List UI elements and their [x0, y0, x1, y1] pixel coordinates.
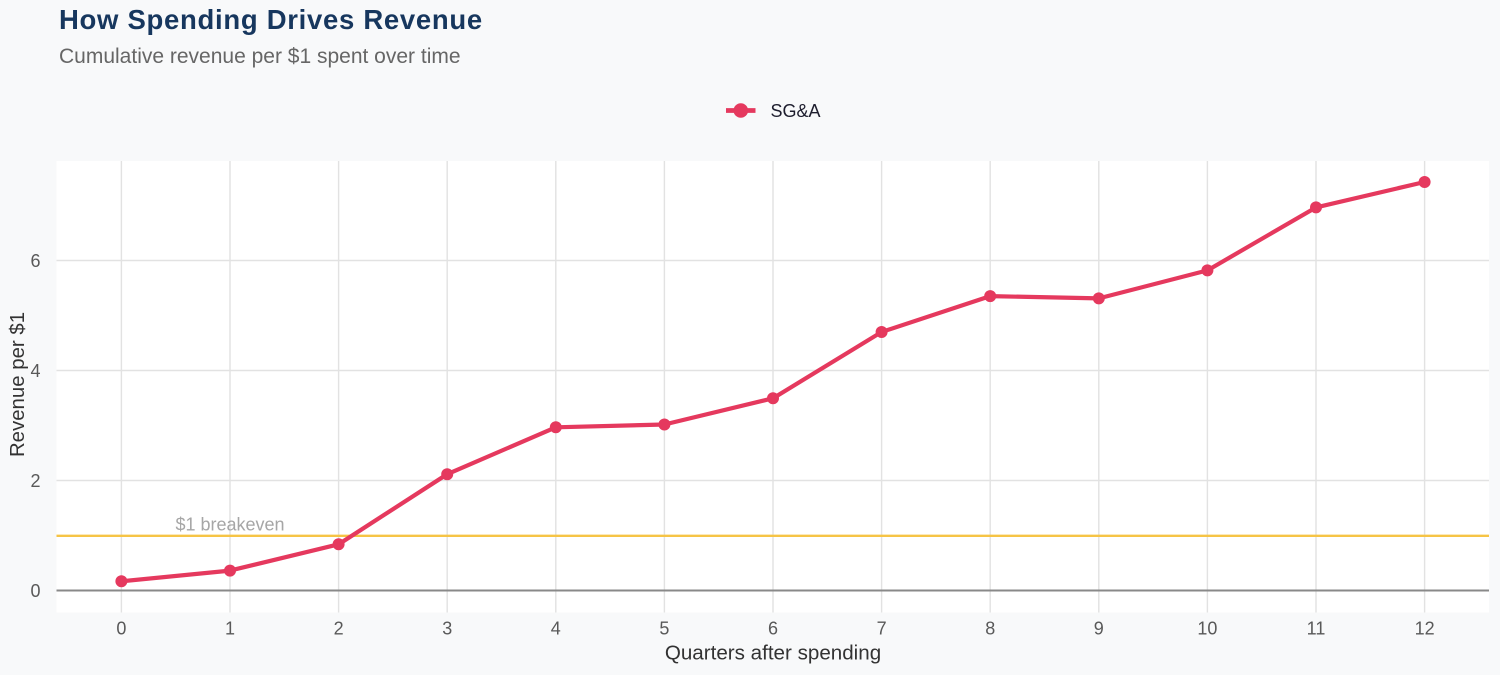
svg-text:Cumulative revenue per $1 spen: Cumulative revenue per $1 spent over tim…: [59, 45, 461, 68]
svg-text:9: 9: [1094, 618, 1104, 638]
svg-text:Revenue per $1: Revenue per $1: [7, 312, 29, 457]
svg-text:2: 2: [30, 471, 40, 491]
svg-text:7: 7: [877, 618, 887, 638]
svg-text:0: 0: [30, 581, 40, 601]
svg-text:0: 0: [116, 618, 126, 638]
svg-text:4: 4: [30, 361, 40, 381]
svg-text:8: 8: [985, 618, 995, 638]
svg-text:10: 10: [1197, 618, 1217, 638]
svg-text:How Spending Drives Revenue: How Spending Drives Revenue: [59, 4, 483, 35]
svg-text:$1 breakeven: $1 breakeven: [175, 515, 284, 535]
svg-text:5: 5: [659, 618, 669, 638]
svg-text:12: 12: [1415, 618, 1435, 638]
svg-text:1: 1: [225, 618, 235, 638]
svg-text:Quarters after spending: Quarters after spending: [665, 642, 881, 665]
svg-text:6: 6: [30, 251, 40, 271]
svg-text:2: 2: [334, 618, 344, 638]
svg-text:11: 11: [1307, 618, 1326, 638]
svg-text:4: 4: [551, 618, 561, 638]
svg-text:6: 6: [768, 618, 778, 638]
svg-text:3: 3: [442, 618, 452, 638]
svg-text:SG&A: SG&A: [771, 101, 821, 121]
